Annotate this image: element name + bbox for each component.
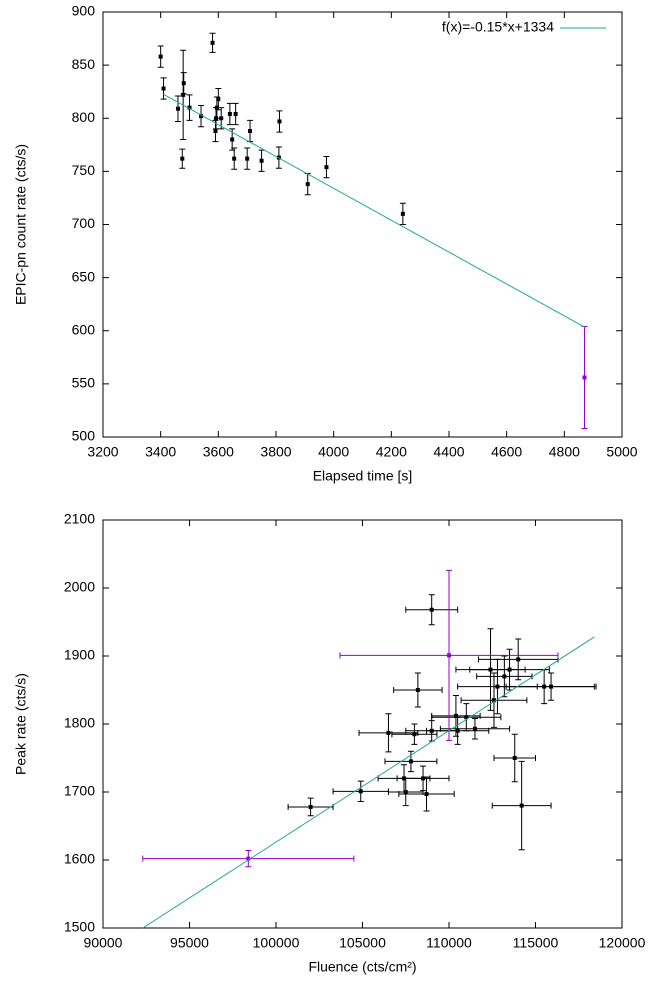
point [248,129,253,133]
point [358,789,363,794]
y-tick-label: 850 [72,56,96,72]
point [181,92,186,97]
x-tick-label: 95000 [170,935,209,951]
x-tick-label: 110000 [426,935,472,951]
point [175,106,180,111]
x-tick-label: 4200 [376,444,407,460]
point [455,728,460,733]
point [245,156,250,161]
x-axis-title: Fluence (cts/cm²) [308,959,416,975]
point [516,657,521,662]
point [424,792,429,797]
x-tick-label: 105000 [339,935,386,951]
point [519,803,524,808]
y-tick-label: 1600 [64,851,95,867]
y-tick-label: 500 [72,428,96,444]
y-tick-label: 1500 [64,919,95,935]
point [472,726,477,731]
point [216,97,221,102]
point [308,804,313,809]
fit-line [163,93,585,328]
point [429,607,434,612]
point [305,182,310,187]
x-tick-label: 4000 [318,444,349,460]
x-tick-label: 4400 [433,444,464,460]
y-tick-label: 1800 [64,715,95,731]
point [408,759,413,764]
x-axis-title: Elapsed time [s] [313,468,413,484]
x-tick-label: 3400 [145,444,176,460]
x-tick-label: 100000 [253,935,300,951]
point [421,776,426,781]
point [277,119,282,124]
point [180,156,185,161]
point [386,730,391,735]
x-tick-label: 120000 [599,935,646,951]
point [214,105,219,110]
point [230,137,235,142]
y-tick-label: 1900 [64,647,95,663]
point [158,54,163,59]
x-tick-label: 5000 [606,444,637,460]
point [161,86,166,91]
y-tick-label: 900 [72,3,96,19]
point [210,40,215,45]
y-tick-label: 1700 [64,783,95,799]
point [219,116,224,121]
y-axis-title: Peak rate (cts/s) [13,673,29,775]
point [227,112,232,116]
y-tick-label: 700 [72,215,96,231]
point [187,105,192,110]
point [582,375,587,380]
point [453,713,458,718]
plot-frame [102,11,623,438]
x-tick-label: 3200 [87,444,118,460]
point [232,156,237,161]
point [512,756,517,760]
point [507,667,512,672]
x-tick-label: 4800 [549,444,580,460]
y-axis-title: EPIC-pn count rate (cts/s) [13,144,29,305]
y-tick-label: 600 [72,321,96,337]
y-tick-label: 2100 [64,511,95,527]
point [415,688,420,692]
point [199,114,204,119]
x-tick-label: 3600 [203,444,234,460]
point [464,715,469,720]
point [233,112,238,116]
point [403,790,408,794]
legend-label: f(x)=-0.15*x+1334 [442,19,554,35]
x-tick-label: 3800 [260,444,291,460]
point [447,653,451,658]
y-tick-label: 2000 [64,579,95,595]
fit-line [142,636,595,929]
point [549,684,554,689]
x-tick-label: 4600 [491,444,522,460]
plot-frame [102,519,623,929]
point [491,698,496,703]
y-tick-label: 800 [72,109,96,125]
point [246,856,251,861]
y-tick-label: 750 [72,162,96,178]
y-tick-label: 550 [72,375,96,391]
point [259,158,264,163]
x-tick-label: 115000 [513,935,559,951]
point [181,81,186,86]
point [400,211,405,216]
x-tick-label: 90000 [84,935,123,951]
point [324,165,329,170]
point [213,129,218,133]
point [502,674,507,679]
point [412,732,417,737]
y-tick-label: 650 [72,268,96,284]
